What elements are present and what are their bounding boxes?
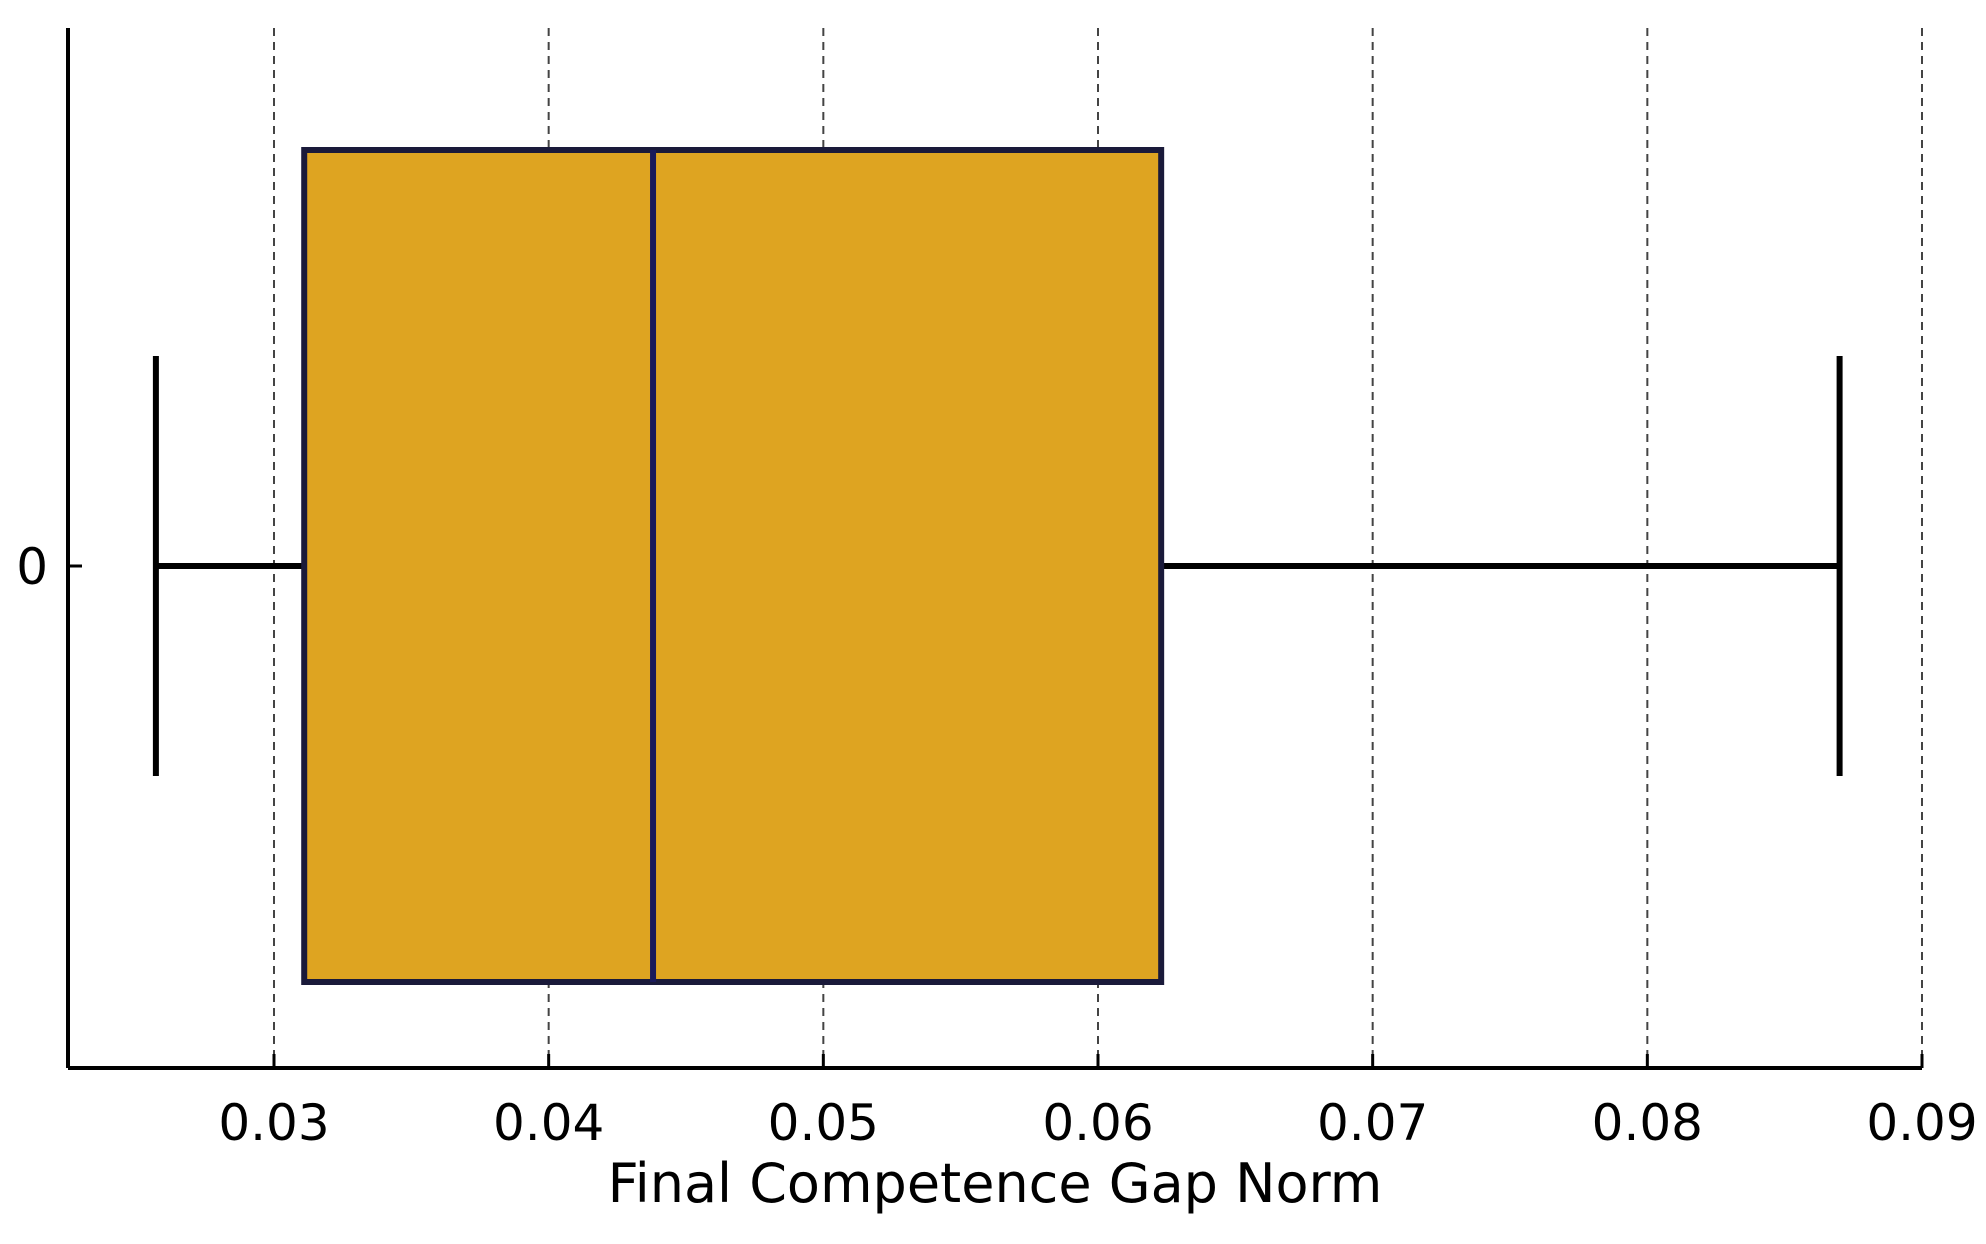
- box-iqr: [301, 147, 1165, 985]
- x-tick-label-0.03: 0.03: [218, 1094, 329, 1152]
- tick-marks: [68, 564, 1924, 1068]
- tick-labels: 0.03 0.04 0.05 0.06 0.07 0.08 0.09 0: [16, 538, 1977, 1152]
- x-tick-label-0.04: 0.04: [493, 1094, 604, 1152]
- x-axis-label: Final Competence Gap Norm: [608, 1152, 1383, 1215]
- x-tick-label-0.05: 0.05: [768, 1094, 879, 1152]
- x-tick-label-0.09: 0.09: [1866, 1094, 1977, 1152]
- x-tick-label-0.06: 0.06: [1042, 1094, 1153, 1152]
- y-tick-label-0: 0: [16, 538, 48, 596]
- axes: [66, 28, 1922, 1070]
- x-tick-label-0.07: 0.07: [1317, 1094, 1428, 1152]
- box-plot-marks: [152, 147, 1843, 985]
- x-tick-label-0.08: 0.08: [1592, 1094, 1703, 1152]
